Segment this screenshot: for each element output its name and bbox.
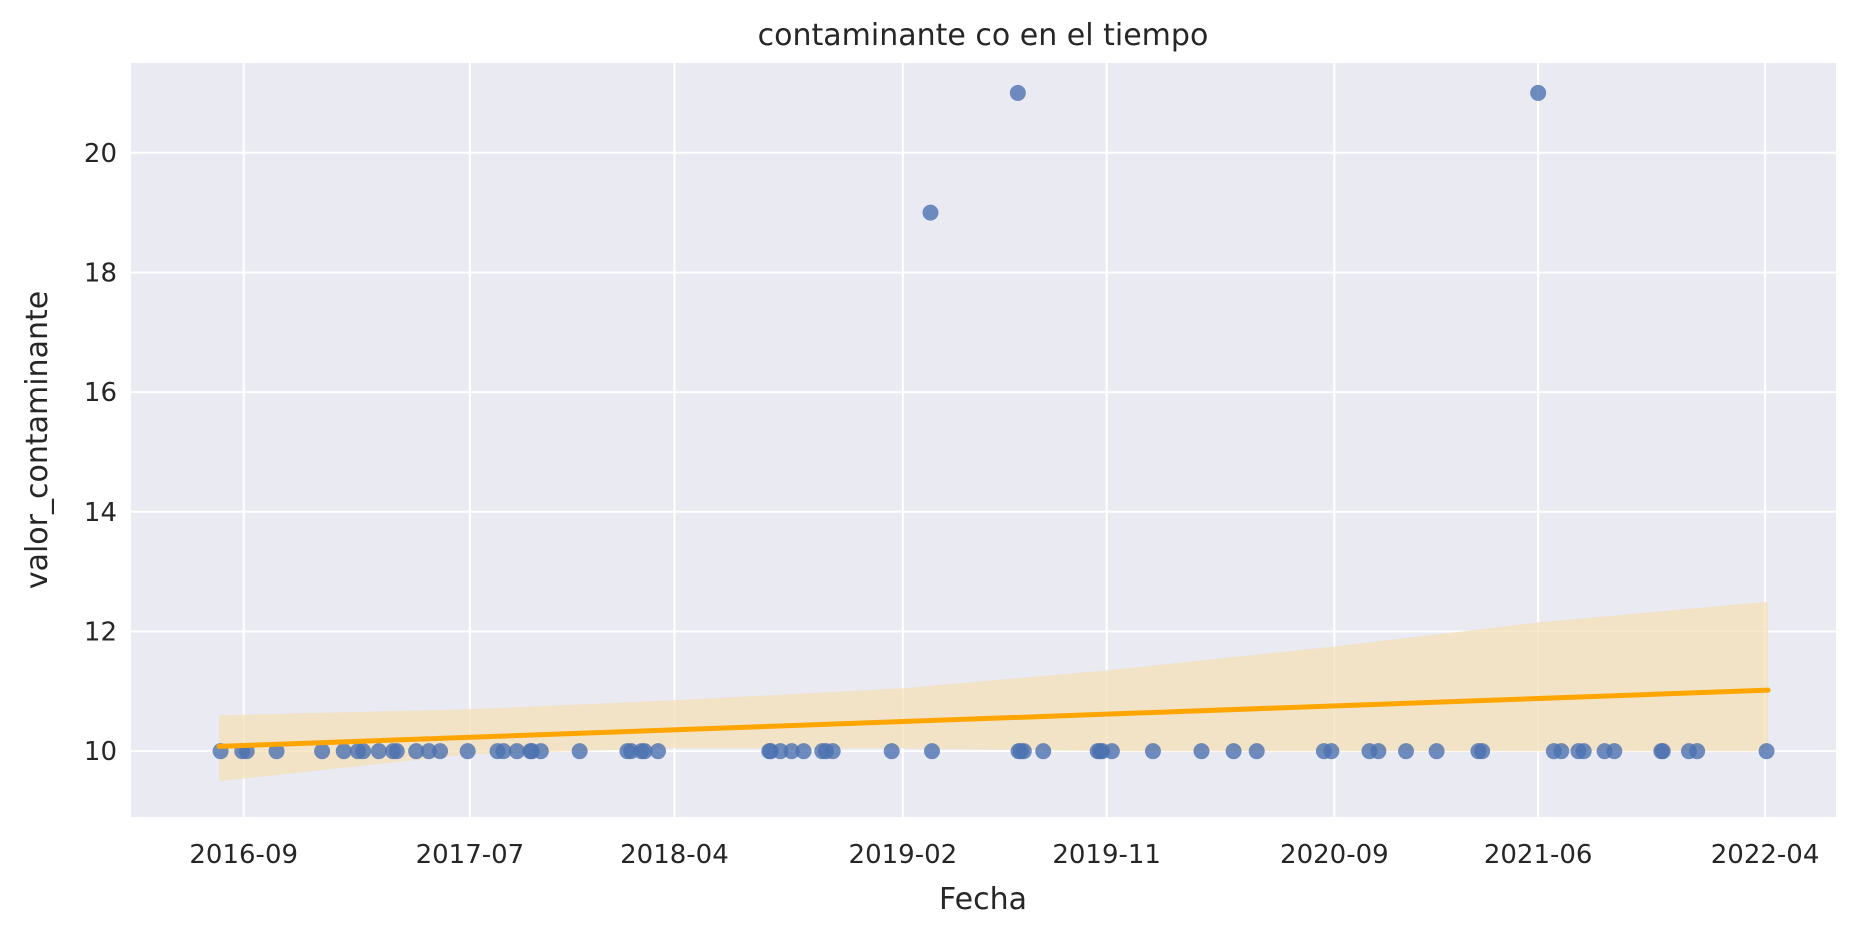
data-point <box>1474 743 1491 760</box>
data-point <box>571 743 588 760</box>
data-point <box>772 743 789 760</box>
x-tick-label: 2016-09 <box>189 840 298 870</box>
y-tick-labels: 10 12 14 16 18 20 <box>84 139 117 767</box>
trend-line-layer <box>216 687 1771 749</box>
data-point <box>1575 743 1592 760</box>
scatter-points <box>212 84 1775 760</box>
x-axis-label: Fecha <box>939 882 1027 917</box>
data-point <box>459 743 476 760</box>
data-point <box>388 743 405 760</box>
data-point <box>1323 743 1340 760</box>
data-point <box>1606 743 1623 760</box>
data-point <box>1009 84 1026 101</box>
data-point <box>1428 743 1445 760</box>
data-point <box>1553 743 1570 760</box>
chart-title: contaminante co en el tiempo <box>758 18 1209 53</box>
data-point <box>268 743 285 760</box>
data-point <box>923 743 940 760</box>
data-point <box>335 743 352 760</box>
data-point <box>1225 743 1242 760</box>
x-tick-label: 2022-04 <box>1711 840 1820 870</box>
data-point <box>636 743 653 760</box>
data-point <box>420 743 437 760</box>
data-point <box>883 743 900 760</box>
data-point <box>650 743 667 760</box>
data-point <box>314 743 331 760</box>
data-point <box>1530 84 1547 101</box>
x-tick-label: 2018-04 <box>620 840 729 870</box>
y-tick-label: 14 <box>84 498 117 528</box>
data-point <box>532 743 549 760</box>
y-tick-label: 16 <box>84 378 117 408</box>
data-point <box>783 743 800 760</box>
data-point <box>1103 743 1120 760</box>
confidence-band-layer <box>219 601 1769 782</box>
data-point <box>824 743 841 760</box>
y-tick-label: 18 <box>84 258 117 288</box>
x-tick-label: 2020-09 <box>1280 840 1389 870</box>
data-point <box>1370 743 1387 760</box>
x-tick-label: 2021-06 <box>1484 840 1593 870</box>
x-tick-label: 2017-07 <box>416 840 525 870</box>
y-tick-label: 10 <box>84 737 117 767</box>
x-tick-labels: 2016-09 2017-07 2018-04 2019-02 2019-11 2020-… <box>189 840 1819 870</box>
data-point <box>1193 743 1210 760</box>
data-point <box>508 743 525 760</box>
data-point <box>408 743 425 760</box>
data-point <box>432 743 449 760</box>
data-point <box>370 743 387 760</box>
y-tick-label: 12 <box>84 617 117 647</box>
data-point <box>795 743 812 760</box>
data-point <box>1015 743 1032 760</box>
data-point <box>1035 743 1052 760</box>
y-tick-label: 20 <box>84 139 117 169</box>
y-axis-label: valor_contaminante <box>20 291 55 589</box>
data-point <box>1654 743 1671 760</box>
trend-line <box>216 687 1771 749</box>
data-point <box>1144 743 1161 760</box>
data-point <box>355 743 372 760</box>
data-point <box>1248 743 1265 760</box>
data-point <box>495 743 512 760</box>
data-point <box>922 204 939 221</box>
x-tick-label: 2019-02 <box>849 840 958 870</box>
data-point <box>1689 743 1706 760</box>
confidence-band <box>219 601 1769 782</box>
x-tick-label: 2019-11 <box>1052 840 1161 870</box>
data-point <box>1758 743 1775 760</box>
data-point <box>1398 743 1415 760</box>
